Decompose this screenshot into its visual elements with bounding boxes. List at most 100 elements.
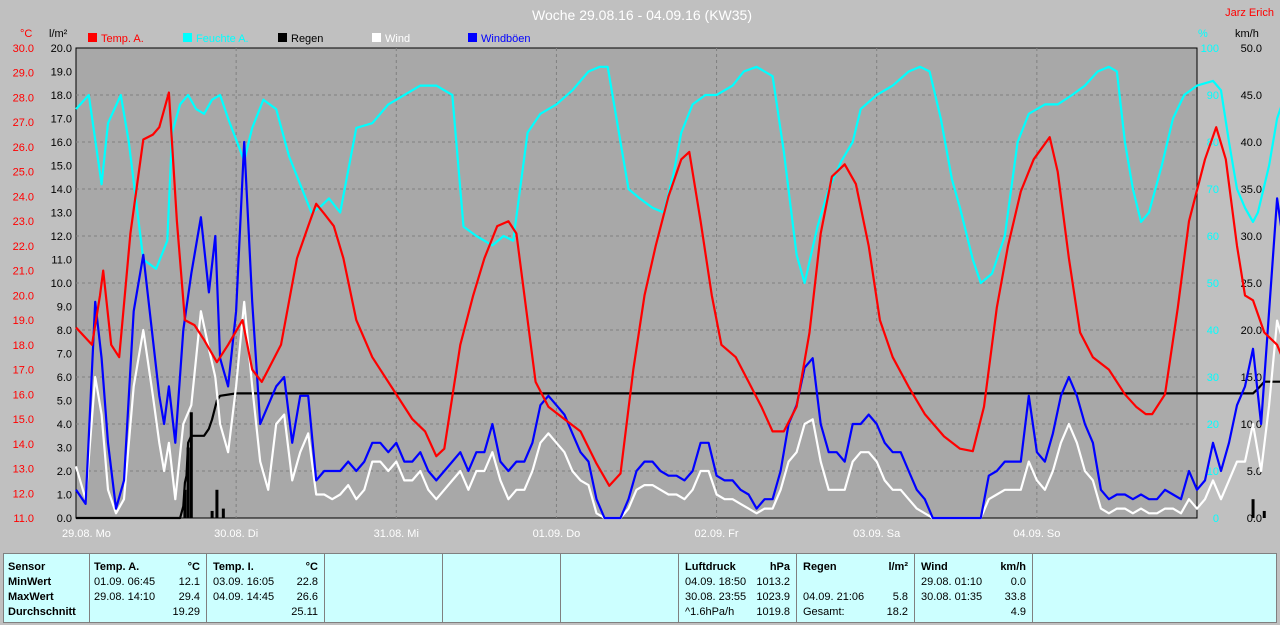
rain-tick-label: 18.0 [51,90,72,102]
pressure-column: Luftdruck hPa 04.09. 18:50 1013.2 30.08. 2… [679,554,797,622]
rain-tick-label: 10.0 [51,278,72,290]
temp-a-min-time: 01.09. 06:45 [94,576,156,588]
rain-tick-label: 9.0 [57,302,72,314]
rain-total-value: 18.2 [886,606,908,618]
humidity-tick-label: 70 [1207,184,1219,196]
temp-tick-label: 21.0 [13,266,34,278]
wind-min-value: 0.0 [1010,576,1026,588]
x-tick-label: 01.09. Do [533,528,581,540]
rain-tick-label: 13.0 [51,208,72,220]
humidity-tick-label: 50 [1207,278,1219,290]
statistics-table: Sensor MinWert MaxWert Durchschnitt Temp… [3,553,1277,623]
temp-i-max-value: 26.6 [296,591,318,603]
wind-tick-label: 10.0 [1241,419,1262,431]
rain-axis: 0.0 1.0 2.0 3.0 4.0 5.0 6.0 7.0 8.0 9.0 10.0 11.0 12… [51,43,72,525]
author-label: Jarz Erich [1225,7,1274,19]
empty-column-3 [561,554,679,622]
empty-column-1 [325,554,443,622]
series-wind-line [74,300,1280,520]
temp-i-average: 25.11 [291,606,318,618]
humidity-tick-label: 90 [1207,90,1219,102]
x-tick-label: 04.09. So [1013,528,1060,540]
rain-bar [215,489,219,518]
rain-tick-label: 1.0 [57,490,72,502]
wind-tick-label: 40.0 [1241,137,1262,149]
legend-swatch [183,33,192,42]
temp-a-min-value: 12.1 [178,576,200,588]
temp-i-column: Temp. I. °C 03.09. 16:05 22.8 04.09. 14:45… [207,554,325,622]
wind-column: Wind km/h 29.08. 01:10 0.0 30.08. 01:35 33.… [915,554,1033,622]
series-temp-a-line [75,91,1280,487]
wind-max-value: 33.8 [1004,591,1026,603]
temp-tick-label: 15.0 [13,414,34,426]
rain-tick-label: 11.0 [51,255,72,267]
rain-tick-label: 8.0 [57,325,72,337]
pressure-max-time: 30.08. 23:55 [685,591,747,603]
legend-label: Regen [291,33,323,45]
chart-legend: Temp. A. Feuchte A. Regen Wind Windböen [88,33,531,45]
wind-tick-label: 20.0 [1241,325,1262,337]
pressure-title: Luftdruck [685,561,736,573]
wind-min-time: 29.08. 01:10 [921,576,983,588]
rain-tick-label: 4.0 [57,419,72,431]
rain-tick-label: 7.0 [57,349,72,361]
x-tick-label: 02.09. Fr [695,528,739,540]
legend-swatch [372,33,381,42]
chart-series [74,65,1280,520]
rain-bar [183,489,187,518]
temp-i-unit: °C [305,561,318,573]
humidity-tick-label: 20 [1207,419,1219,431]
pressure-unit: hPa [769,561,790,573]
pressure-average: 1019.8 [756,606,790,618]
humidity-unit-label: % [1198,28,1208,40]
temp-tick-label: 18.0 [13,340,34,352]
temp-tick-label: 14.0 [13,439,34,451]
legend-label: Windböen [481,33,531,45]
wind-max-time: 30.08. 01:35 [921,591,983,603]
temp-tick-label: 22.0 [13,241,34,253]
wind-unit: km/h [1000,561,1026,573]
x-tick-label: 29.08. Mo [62,528,111,540]
rain-tick-label: 19.0 [51,67,72,79]
rain-tick-label: 12.0 [51,231,72,243]
wind-title: Wind [921,561,948,573]
legend-label: Feuchte A. [196,33,249,45]
humidity-tick-label: 0 [1213,513,1219,525]
legend-label: Wind [385,33,410,45]
rain-tick-label: 17.0 [51,114,72,126]
chart-title: Woche 29.08.16 - 04.09.16 (KW35) [532,7,752,23]
rain-tick-label: 0.0 [57,513,72,525]
temp-tick-label: 11.0 [13,513,34,525]
temp-i-max-time: 04.09. 14:45 [213,591,275,603]
wind-tick-label: 5.0 [1247,466,1262,478]
rain-tick-label: 2.0 [57,466,72,478]
rain-tick-label: 3.0 [57,443,72,455]
rain-bar [189,412,193,518]
durchschnitt-label: Durchschnitt [8,606,76,618]
rain-tick-label: 16.0 [51,137,72,149]
temp-tick-label: 19.0 [13,315,34,327]
temp-a-title: Temp. A. [94,561,140,573]
rain-total-label: Gesamt: [803,606,845,618]
temp-i-title: Temp. I. [213,561,254,573]
temp-i-min-time: 03.09. 16:05 [213,576,275,588]
wind-tick-label: 35.0 [1241,184,1262,196]
sensor-header: Sensor [8,561,46,573]
humidity-tick-label: 60 [1207,231,1219,243]
series-feuchte-a-line [75,65,1280,285]
rain-bar [221,508,225,518]
rain-tick-label: 20.0 [51,43,72,55]
temp-tick-label: 23.0 [13,216,34,228]
wind-average: 4.9 [1010,606,1026,618]
temp-axis: 11.0 12.0 13.0 14.0 15.0 16.0 17.0 18.0 19.0 20.0… [13,43,34,525]
legend-swatch [278,33,287,42]
humidity-tick-label: 40 [1207,325,1219,337]
temp-tick-label: 20.0 [13,290,34,302]
rain-title: Regen [803,561,837,573]
rain-tick-label: 15.0 [51,161,72,173]
legend-swatch [468,33,477,42]
x-axis-labels: 29.08. Mo 30.08. Di 31.08. Mi 01.09. Do 02.0… [62,528,1060,540]
series-regen-stunde [183,412,1266,518]
rain-unit: l/m² [888,561,908,573]
